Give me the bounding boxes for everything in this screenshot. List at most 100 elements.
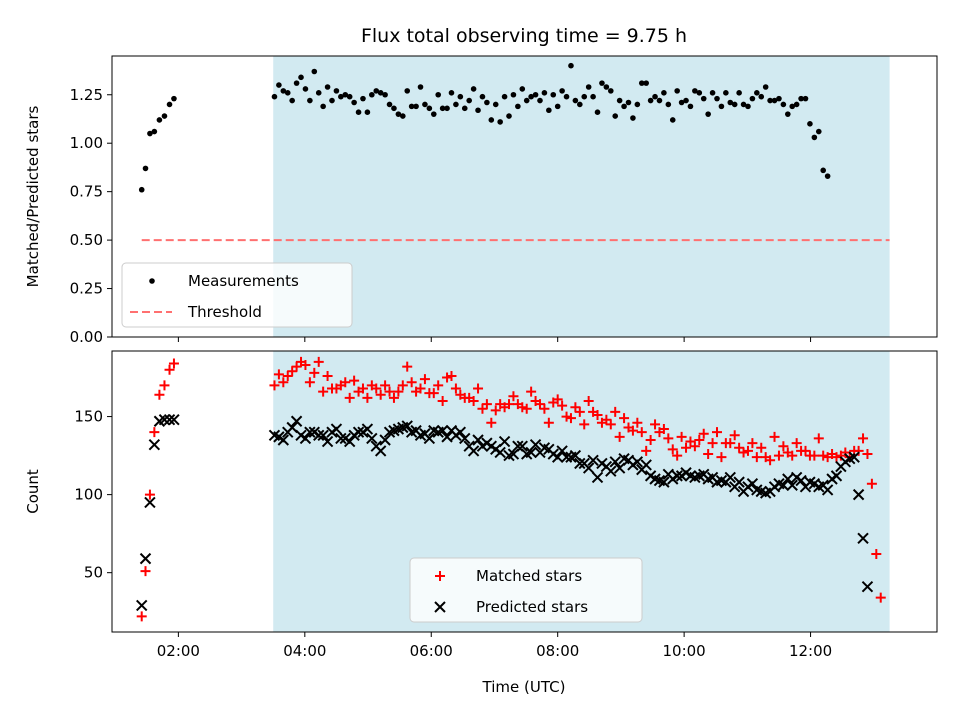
data-point: [461, 105, 468, 112]
data-point: [550, 91, 557, 98]
data-point: [322, 370, 333, 381]
data-point: [830, 470, 843, 482]
data-point: [683, 97, 689, 104]
data-point: [330, 423, 343, 435]
data-point: [643, 80, 649, 86]
data-point: [156, 117, 163, 123]
data-point: [725, 438, 736, 449]
data-point: [800, 445, 811, 456]
data-point: [528, 93, 534, 100]
data-point: [437, 395, 448, 406]
data-point: [374, 445, 387, 457]
data-point: [417, 84, 424, 90]
data-point: [537, 97, 543, 104]
data-point: [802, 95, 809, 102]
data-point: [795, 474, 807, 487]
data-point: [426, 105, 433, 112]
data-point: [698, 428, 709, 439]
data-point: [304, 377, 315, 388]
data-point: [291, 361, 302, 372]
data-point: [756, 442, 767, 453]
data-point: [641, 445, 652, 456]
data-point: [313, 356, 324, 367]
data-point: [436, 424, 449, 437]
data-point: [714, 95, 720, 102]
data-point: [858, 433, 869, 444]
data-point: [607, 88, 614, 94]
data-point: [517, 402, 528, 413]
data-point: [298, 74, 304, 81]
data-point: [321, 435, 334, 448]
data-point: [320, 103, 326, 110]
data-point: [315, 90, 322, 96]
legend-measurements-swatch: [149, 278, 155, 284]
data-point: [862, 449, 873, 460]
data-point: [362, 392, 373, 403]
data-point: [497, 119, 503, 125]
data-point: [479, 93, 486, 100]
data-point: [529, 438, 542, 451]
data-point: [338, 93, 344, 100]
data-point: [661, 90, 667, 96]
data-point: [565, 413, 576, 424]
data-point: [871, 548, 882, 559]
data-point: [404, 88, 411, 94]
data-point: [561, 411, 572, 422]
data-point: [444, 105, 450, 112]
x-tick-label: 04:00: [283, 642, 326, 660]
data-point: [158, 413, 171, 426]
data-point: [791, 438, 802, 449]
data-point: [729, 430, 740, 441]
data-point: [709, 90, 716, 96]
data-point: [171, 95, 177, 102]
data-point: [552, 394, 563, 405]
data-point: [521, 403, 532, 414]
data-point: [504, 399, 515, 410]
data-point: [501, 93, 508, 100]
data-point: [625, 99, 632, 106]
data-point: [313, 429, 325, 442]
data-point: [290, 415, 303, 427]
data-point: [486, 417, 497, 428]
data-point: [672, 450, 683, 461]
data-point: [139, 552, 152, 565]
data-point: [749, 95, 756, 102]
data-point: [446, 370, 457, 381]
data-point: [777, 479, 790, 491]
legend-label: Matched stars: [476, 567, 582, 585]
data-point: [526, 386, 537, 397]
x-tick-label: 10:00: [663, 642, 706, 660]
data-point: [371, 383, 382, 394]
legend-predicted-swatch: [434, 601, 446, 613]
series-matched-stars: [136, 356, 886, 622]
data-point: [302, 86, 309, 92]
data-point: [379, 434, 391, 446]
data-point: [731, 101, 738, 108]
data-point: [466, 97, 472, 104]
data-point: [293, 80, 300, 86]
data-point: [136, 611, 147, 622]
data-point: [665, 101, 672, 108]
data-point: [818, 450, 829, 461]
data-point: [594, 109, 601, 115]
data-point: [787, 450, 798, 461]
data-point: [612, 113, 619, 119]
data-point: [583, 395, 594, 406]
data-point: [852, 488, 865, 501]
data-point: [658, 476, 670, 488]
data-point: [369, 91, 375, 98]
data-point: [769, 431, 780, 442]
data-point: [428, 388, 439, 399]
data-point: [776, 95, 782, 102]
data-point: [317, 429, 329, 442]
data-point: [422, 101, 428, 108]
data-point: [603, 84, 610, 90]
data-point: [751, 452, 762, 463]
legend: Measurements Threshold: [121, 262, 353, 328]
data-point: [475, 107, 481, 114]
data-point: [534, 399, 545, 410]
data-point: [361, 423, 374, 435]
data-point: [454, 426, 467, 438]
data-point: [136, 599, 148, 612]
